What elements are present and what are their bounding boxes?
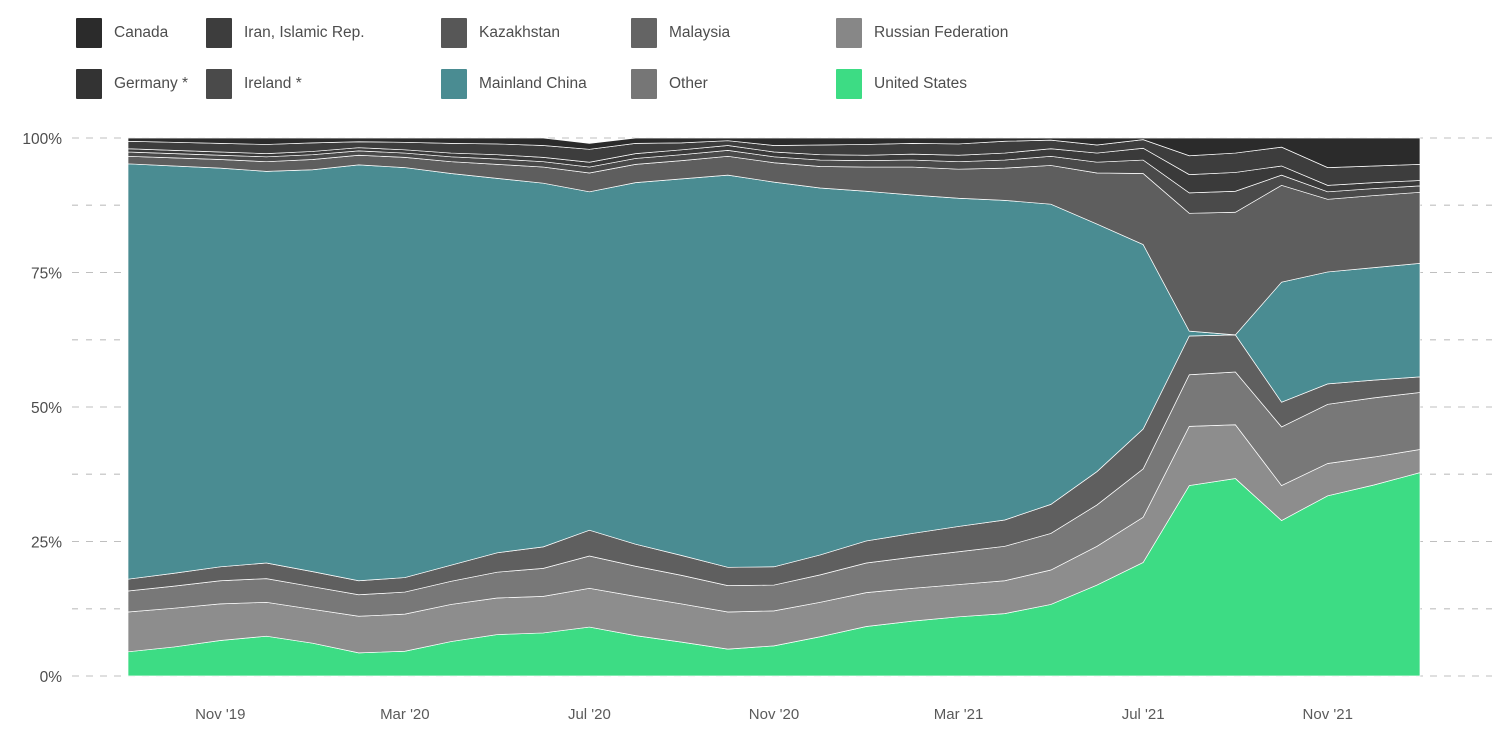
legend-item-iran[interactable]: Iran, Islamic Rep. [206,18,441,48]
legend-row: Germany * Ireland * Mainland China Other Uni… [76,67,1456,101]
legend-row: Canada Iran, Islamic Rep. Kazakhstan Malays… [76,16,1456,50]
legend-swatch-malaysia-icon [631,18,657,48]
legend-swatch-canada-icon [76,18,102,48]
legend-item-russia[interactable]: Russian Federation [836,18,1008,48]
x-axis-tick-label: Jul '21 [1122,706,1165,723]
chart-plot-area: United StatesOtherRussian FederationMala… [0,118,1500,723]
legend-label-germany: Germany * [114,75,189,93]
x-axis-tick-label: Mar '20 [380,706,430,723]
legend-label-kazakhstan: Kazakhstan [479,24,560,42]
legend-item-germany[interactable]: Germany * [76,69,206,99]
y-axis-tick-label: 25% [31,535,62,552]
legend-label-iran: Iran, Islamic Rep. [244,24,365,42]
legend-label-ireland: Ireland * [244,75,302,93]
y-axis-tick-label: 0% [40,669,63,686]
x-axis-tick-label: Nov '21 [1303,706,1353,723]
legend-swatch-iran-icon [206,18,232,48]
x-axis-tick-label: Nov '20 [749,706,799,723]
legend-label-russia: Russian Federation [874,24,1009,42]
legend-label-canada: Canada [114,24,169,42]
y-axis-tick-label: 50% [31,400,62,417]
legend-swatch-russia-icon [836,18,862,48]
chart-legend: Canada Iran, Islamic Rep. Kazakhstan Malays… [76,16,1456,118]
legend-swatch-germany-icon [76,69,102,99]
area-series-canada[interactable]: Canada [127,137,1421,168]
y-axis-tick-label: 100% [22,131,62,148]
legend-swatch-usa-icon [836,69,862,99]
legend-swatch-ireland-icon [206,69,232,99]
legend-item-canada[interactable]: Canada [76,18,206,48]
legend-item-kazakhstan[interactable]: Kazakhstan [441,18,631,48]
legend-swatch-kazakhstan-icon [441,18,467,48]
legend-label-other: Other [669,75,708,93]
x-axis-tick-label: Nov '19 [195,706,245,723]
y-axis-tick-label: 75% [31,266,62,283]
legend-label-china: Mainland China [479,75,587,93]
stacked-area-chart: United StatesOtherRussian FederationMala… [22,131,1492,723]
legend-item-malaysia[interactable]: Malaysia [631,18,836,48]
legend-item-china[interactable]: Mainland China [441,69,631,99]
x-axis-tick-label: Mar '21 [934,706,984,723]
legend-item-ireland[interactable]: Ireland * [206,69,441,99]
legend-swatch-china-icon [441,69,467,99]
legend-swatch-other-icon [631,69,657,99]
x-axis-tick-label: Jul '20 [568,706,611,723]
legend-item-other[interactable]: Other [631,69,836,99]
legend-label-malaysia: Malaysia [669,24,731,42]
legend-item-usa[interactable]: United States [836,69,967,99]
legend-label-usa: United States [874,75,968,93]
